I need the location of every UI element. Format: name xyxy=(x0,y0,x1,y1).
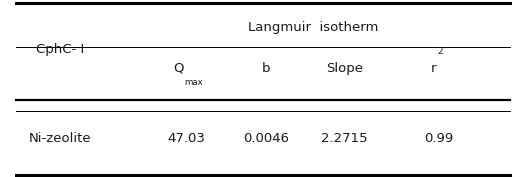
Text: Ni-zeolite: Ni-zeolite xyxy=(29,132,92,145)
Text: max: max xyxy=(185,78,204,87)
Text: 47.03: 47.03 xyxy=(168,132,206,145)
Text: Slope: Slope xyxy=(326,62,363,75)
Text: 0.99: 0.99 xyxy=(424,132,454,145)
Text: Langmuir  isotherm: Langmuir isotherm xyxy=(248,21,378,34)
Text: b: b xyxy=(261,62,270,75)
Text: r: r xyxy=(431,62,437,75)
Text: 2.2715: 2.2715 xyxy=(321,132,368,145)
Text: CphC- I: CphC- I xyxy=(36,43,85,56)
Text: 2: 2 xyxy=(438,47,443,56)
Text: 0.0046: 0.0046 xyxy=(242,132,289,145)
Text: Q: Q xyxy=(174,62,184,75)
